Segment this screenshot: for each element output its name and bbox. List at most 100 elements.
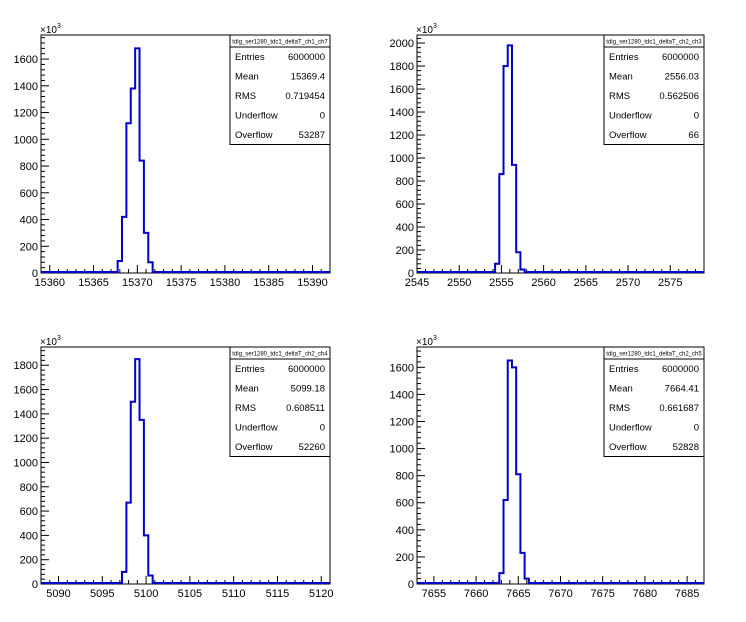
y-axis: 0 200 400 600 800 1000 1200 1400 1600 1800 [14,350,49,591]
stats-value: 52260 [299,442,325,453]
x-tick-label: 7680 [633,588,657,600]
y-axis-multiplier: ×103 [416,335,437,348]
y-tick-label: 600 [396,199,414,211]
x-tick-label: 5110 [222,588,246,600]
y-tick-label: 1600 [14,54,38,66]
x-tick-label: 15365 [78,277,109,289]
stats-value: 6000000 [288,364,325,375]
x-tick-label: 2560 [531,277,555,289]
y-tick-label: 200 [396,245,414,257]
x-tick-label: 5100 [134,588,158,600]
x-tick-label: 5120 [309,588,333,600]
y-tick-label: 1400 [390,107,414,119]
stats-box: tdig_ser1280_tdc1_deltaT_ch2_ch5 Entries 6… [603,346,705,457]
histogram-pad-1: 15360 15365 15370 15375 15380 15385 15390 0 200 4… [14,23,331,289]
y-tick-label: 1600 [390,84,414,96]
stats-value: 6000000 [662,364,699,375]
y-tick-label: 800 [20,482,38,494]
y-tick-label: 1400 [390,389,414,401]
stats-value: 15369.4 [291,72,325,83]
stats-box-frame [229,346,331,457]
stats-label: Mean [235,384,259,395]
y-tick-label: 1000 [390,444,414,456]
multiplier-times: × [416,25,422,36]
x-tick-label: 7675 [590,588,614,600]
stats-value: 66 [688,130,699,141]
y-tick-label: 800 [20,161,38,173]
stats-value: 0 [694,423,699,434]
histogram-title: tdig_ser1280_tdc1_deltaT_ch2_ch5 [606,352,702,358]
multiplier-exponent: 3 [57,335,61,342]
stats-label: Overflow [609,130,647,141]
x-axis: 7655 7660 7665 7670 7675 7680 7685 [416,576,705,600]
histogram-outline [41,358,330,584]
stats-value: 0 [320,111,325,122]
stats-value: 6000000 [662,52,699,63]
x-tick-label: 5090 [46,588,70,600]
x-tick-label: 7655 [422,588,446,600]
x-tick-label: 15370 [122,277,153,289]
x-axis: 2545 2550 2555 2560 2565 2570 2575 [405,265,705,289]
stats-label: Mean [609,72,633,83]
x-tick-label: 15375 [166,277,197,289]
stats-box-frame [603,346,705,457]
multiplier-times: × [416,337,422,348]
y-axis: 0 200 400 600 800 1000 1200 1400 1600 [390,350,425,591]
x-axis: 15360 15365 15370 15375 15380 15385 15390 [34,265,331,289]
y-axis-multiplier: ×103 [40,23,61,36]
y-tick-label: 1000 [14,134,38,146]
stats-value: 5099.18 [291,384,325,395]
x-tick-label: 15390 [297,277,328,289]
histogram-outline [417,44,704,273]
multiplier-base: 10 [46,25,58,36]
histogram-pad-2: 2545 2550 2555 2560 2565 2570 2575 0 200 400 600 80… [390,23,705,289]
y-tick-label: 1200 [14,108,38,120]
stats-label: Mean [235,72,259,83]
stats-value: 2556.03 [665,72,699,83]
y-tick-label: 1800 [390,61,414,73]
multiplier-exponent: 3 [57,23,61,30]
y-tick-label: 1200 [390,130,414,142]
y-tick-label: 600 [20,506,38,518]
y-axis-multiplier: ×103 [40,335,61,348]
stats-box: tdig_ser1280_tdc1_deltaT_ch2_ch3 Entries 6… [603,34,705,145]
stats-label: Underflow [609,111,652,122]
multiplier-times: × [40,25,46,36]
y-tick-label: 400 [396,525,414,537]
multiplier-base: 10 [422,337,434,348]
stats-value: 0 [694,111,699,122]
stats-value: 0 [320,423,325,434]
y-tick-label: 2000 [390,38,414,50]
stats-label: RMS [235,91,256,102]
y-tick-label: 600 [396,498,414,510]
x-axis: 5090 5095 5100 5105 5110 5115 5120 [40,576,333,600]
multiplier-base: 10 [46,337,58,348]
histogram-pad-4: 7655 7660 7665 7670 7675 7680 7685 0 200 400 600 80… [390,335,705,600]
multiplier-exponent: 3 [433,23,437,30]
multiplier-base: 10 [422,25,434,36]
y-axis: 0 200 400 600 800 1000 1200 1400 1600 [14,37,49,280]
stats-label: RMS [609,403,630,414]
x-tick-label: 15385 [253,277,284,289]
stats-value: 53287 [299,130,325,141]
x-tick-label: 2570 [616,277,640,289]
stats-value: 0.661687 [659,403,699,414]
x-tick-label: 2575 [658,277,682,289]
y-tick-label: 1400 [14,409,38,421]
histogram-outline [41,47,330,273]
x-tick-label: 7685 [675,588,699,600]
x-tick-label: 15360 [34,277,65,289]
multiplier-times: × [40,337,46,348]
x-tick-label: 2550 [447,277,471,289]
stats-label: Underflow [235,423,278,434]
stats-value: 0.562506 [659,91,699,102]
y-tick-label: 0 [32,268,38,280]
x-tick-label: 2545 [405,277,429,289]
x-tick-label: 2565 [574,277,598,289]
histogram-title: tdig_ser1280_tdc1_deltaT_ch2_ch4 [232,352,328,358]
y-tick-label: 1000 [14,457,38,469]
stats-value: 6000000 [288,52,325,63]
y-tick-label: 1400 [14,81,38,93]
stats-box: tdig_ser1280_tdc1_deltaT_ch2_ch4 Entries 6… [229,346,331,457]
y-tick-label: 1000 [390,153,414,165]
